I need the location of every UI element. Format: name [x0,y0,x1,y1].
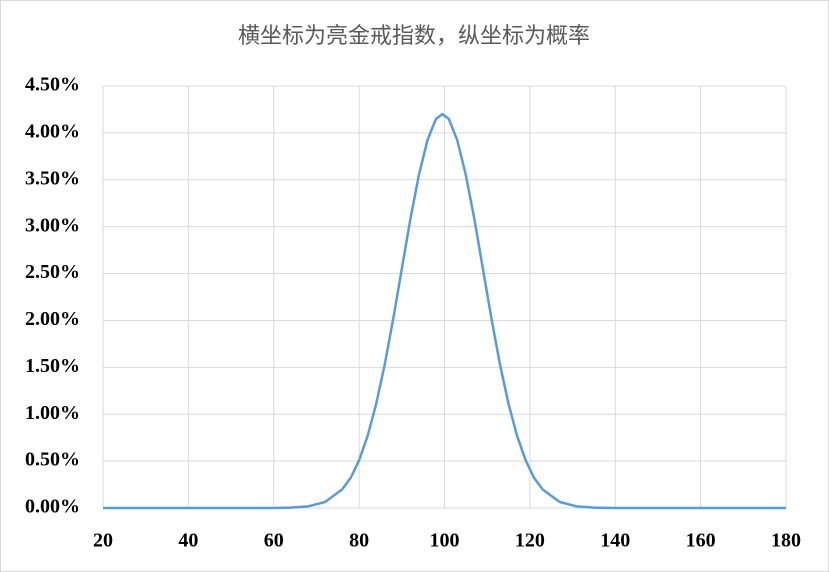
y-tick-label: 3.50% [25,167,80,189]
y-tick-label: 3.00% [25,214,80,236]
y-tick-label: 4.50% [25,74,80,96]
x-tick-label: 180 [771,530,801,552]
y-tick-label: 4.00% [25,120,80,142]
x-tick-label: 140 [600,530,630,552]
y-tick-label: 2.00% [25,308,80,330]
x-tick-label: 60 [264,530,284,552]
y-tick-label: 0.00% [25,496,80,518]
y-tick-label: 2.50% [25,261,80,283]
y-tick-label: 0.50% [25,449,80,471]
chart-title: 横坐标为亮金戒指数，纵坐标为概率 [238,24,590,49]
x-tick-label: 20 [93,530,113,552]
x-tick-label: 120 [515,530,545,552]
y-tick-label: 1.50% [25,355,80,377]
series-line [103,112,786,510]
x-tick-label: 80 [349,530,369,552]
x-tick-label: 160 [686,530,716,552]
y-tick-label: 1.00% [25,402,80,424]
x-tick-label: 40 [178,530,198,552]
x-tick-label: 100 [430,530,460,552]
